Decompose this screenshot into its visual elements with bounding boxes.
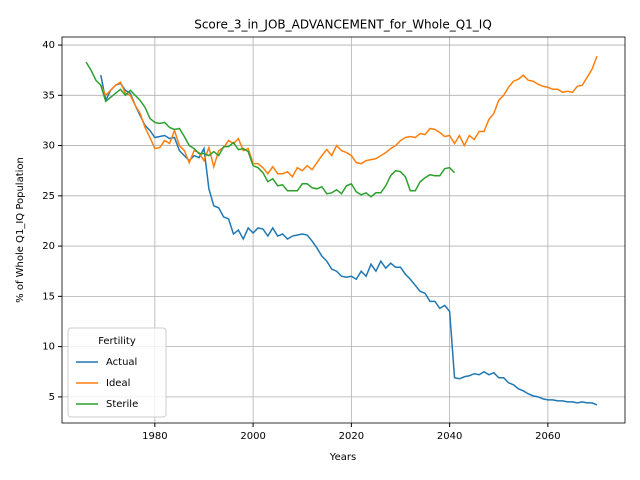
x-tick-label: 2020 [339,431,364,442]
legend-label: Ideal [106,378,130,389]
series-line [100,75,598,406]
legend: Fertility Actual Ideal Sterile [67,327,167,418]
y-tick-label: 30 [42,141,55,152]
y-tick-label: 10 [42,342,55,353]
x-tick-label: 2000 [240,431,265,442]
series-line [85,61,456,198]
y-tick-label: 35 [42,90,55,101]
y-tick-label: 20 [42,241,55,252]
legend-label: Actual [106,357,137,368]
x-axis-label: Years [329,452,356,463]
x-tick-label: 2060 [535,431,560,442]
plot-frame [61,36,626,424]
y-tick-label: 40 [42,40,55,51]
series-line [100,55,598,178]
y-axis-label: % of Whole Q1_IQ Population [15,157,26,303]
y-tick-label: 25 [42,191,55,202]
y-tick-label: 5 [49,392,55,403]
legend-label: Sterile [106,399,138,410]
x-tick-label: 1980 [142,431,167,442]
x-tick-label: 2040 [437,431,462,442]
chart-title: Score_3_in_JOB_ADVANCEMENT_for_Whole_Q1_… [194,18,492,32]
legend-box [67,327,167,418]
legend-title: Fertility [98,336,136,347]
y-tick-label: 15 [42,291,55,302]
